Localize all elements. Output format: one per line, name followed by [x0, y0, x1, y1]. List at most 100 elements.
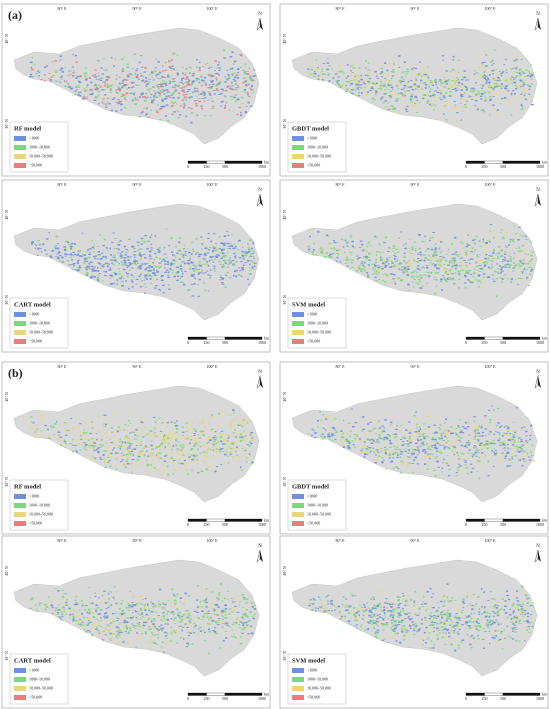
- raster-patch: [160, 452, 162, 454]
- raster-patch: [158, 417, 161, 419]
- raster-patch: [471, 87, 475, 89]
- raster-patch: [383, 93, 386, 95]
- raster-patch: [515, 278, 517, 280]
- raster-patch: [423, 456, 426, 458]
- raster-patch: [321, 251, 324, 254]
- raster-patch: [315, 254, 318, 256]
- raster-patch: [93, 247, 95, 249]
- raster-patch: [394, 433, 398, 435]
- raster-patch: [351, 89, 354, 91]
- raster-patch: [149, 258, 151, 260]
- raster-patch: [510, 454, 514, 456]
- raster-patch: [79, 266, 81, 269]
- raster-patch: [87, 440, 90, 441]
- raster-patch: [418, 88, 421, 91]
- raster-patch: [503, 426, 506, 428]
- raster-patch: [388, 83, 392, 86]
- raster-patch: [212, 233, 216, 235]
- raster-patch: [252, 75, 255, 77]
- raster-patch: [460, 94, 463, 97]
- raster-patch: [461, 270, 464, 272]
- raster-patch: [472, 275, 475, 278]
- raster-patch: [215, 451, 218, 453]
- raster-patch: [150, 101, 154, 104]
- raster-patch: [172, 77, 174, 80]
- raster-patch: [397, 277, 400, 279]
- raster-patch: [480, 282, 483, 284]
- raster-patch: [248, 445, 251, 447]
- raster-patch: [166, 437, 168, 440]
- raster-patch: [484, 428, 487, 430]
- raster-patch: [379, 257, 383, 260]
- raster-patch: [226, 414, 229, 416]
- raster-patch: [134, 264, 137, 266]
- raster-patch: [504, 260, 507, 263]
- raster-patch: [461, 79, 464, 81]
- raster-patch: [252, 79, 255, 81]
- raster-patch: [358, 247, 362, 248]
- raster-patch: [510, 114, 513, 116]
- raster-patch: [391, 260, 393, 263]
- raster-patch: [440, 257, 444, 259]
- raster-patch: [386, 453, 389, 455]
- raster-patch: [345, 242, 349, 244]
- raster-patch: [96, 278, 100, 281]
- raster-patch: [411, 88, 414, 91]
- raster-patch: [530, 254, 533, 257]
- raster-patch: [507, 254, 510, 256]
- raster-patch: [235, 83, 238, 85]
- raster-patch: [169, 445, 171, 448]
- raster-patch: [434, 276, 437, 278]
- raster-patch: [405, 90, 409, 92]
- raster-patch: [421, 442, 424, 445]
- raster-patch: [317, 78, 320, 81]
- raster-patch: [465, 245, 469, 248]
- raster-patch: [484, 443, 487, 445]
- raster-patch: [414, 279, 416, 280]
- raster-patch: [468, 269, 471, 272]
- raster-patch: [311, 66, 313, 68]
- raster-patch: [458, 278, 461, 280]
- raster-patch: [145, 445, 148, 447]
- raster-patch: [66, 260, 69, 262]
- raster-patch: [312, 73, 315, 75]
- raster-patch: [91, 269, 94, 271]
- raster-patch: [331, 434, 334, 436]
- raster-patch: [199, 445, 202, 448]
- raster-patch: [244, 255, 247, 257]
- raster-patch: [161, 77, 164, 79]
- raster-patch: [135, 429, 138, 431]
- raster-patch: [397, 251, 400, 253]
- raster-patch: [156, 457, 159, 459]
- raster-patch: [451, 265, 454, 267]
- raster-patch: [501, 278, 504, 280]
- raster-patch: [193, 270, 196, 272]
- raster-patch: [477, 459, 481, 460]
- raster-patch: [462, 453, 465, 455]
- raster-patch: [520, 105, 523, 107]
- raster-patch: [50, 256, 53, 259]
- raster-patch: [105, 257, 108, 260]
- raster-patch: [503, 256, 506, 259]
- raster-patch: [498, 80, 502, 82]
- raster-patch: [398, 268, 401, 270]
- raster-patch: [386, 436, 388, 438]
- raster-patch: [179, 450, 183, 452]
- raster-patch: [104, 466, 107, 468]
- raster-patch: [249, 239, 252, 241]
- raster-patch: [223, 57, 226, 59]
- raster-patch: [227, 446, 230, 448]
- raster-patch: [449, 95, 452, 97]
- raster-patch: [443, 435, 447, 437]
- raster-patch: [90, 423, 92, 425]
- raster-patch: [177, 250, 180, 252]
- raster-patch: [375, 91, 378, 92]
- raster-patch: [524, 76, 527, 77]
- raster-patch: [508, 101, 511, 103]
- raster-patch: [425, 271, 428, 273]
- raster-patch: [411, 271, 415, 274]
- raster-patch: [422, 82, 426, 84]
- raster-patch: [84, 89, 88, 92]
- legend-swatch: [14, 154, 26, 159]
- raster-patch: [511, 92, 513, 94]
